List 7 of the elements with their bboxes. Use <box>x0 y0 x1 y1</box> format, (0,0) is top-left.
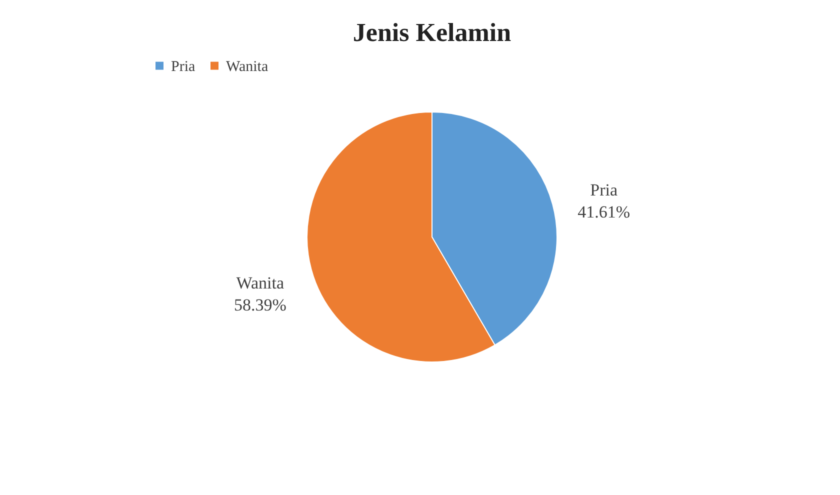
chart-title: Jenis Kelamin <box>352 18 512 47</box>
slice-label: Wanita <box>236 273 284 292</box>
slice-label: Pria <box>590 180 618 200</box>
legend-label: Wanita <box>226 58 268 75</box>
data-label: 58.39% <box>234 295 286 314</box>
data-label: 41.61% <box>578 202 630 222</box>
legend-label: Pria <box>171 58 196 75</box>
